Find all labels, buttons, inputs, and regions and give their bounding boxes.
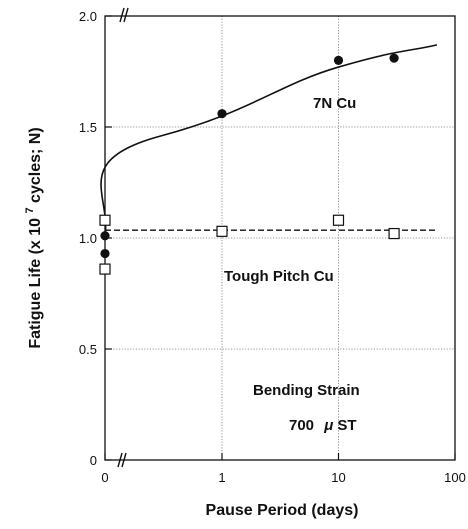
axis-break-top-2 (124, 8, 128, 22)
data-points (100, 54, 399, 274)
fit-line-7n-cu (101, 45, 437, 236)
point-tough-pitch-cu (334, 215, 344, 225)
y-axis-title: Fatigue Life (x 10 7 cycles; N) (20, 127, 44, 348)
fit-curves (101, 45, 437, 236)
axis-break-top-1 (120, 8, 124, 22)
bending-value-mu: μ (323, 417, 333, 434)
bending-value-unit: ST (337, 417, 356, 434)
y-axis-title-exponent: 7 (24, 207, 36, 213)
y-axis-title-suffix: cycles; N) (27, 127, 44, 203)
y-tick-label: 1.0 (79, 231, 97, 246)
y-tick-label: 0.5 (79, 342, 97, 357)
tick-labels: 0 0.5 1.0 1.5 2.0 0 1 10 100 (79, 9, 466, 485)
point-7n-cu (100, 231, 109, 240)
point-tough-pitch-cu (389, 229, 399, 239)
x-tick-label: 0 (101, 470, 108, 485)
y-tick-label: 2.0 (79, 9, 97, 24)
point-tough-pitch-cu (217, 226, 227, 236)
x-tick-label: 1 (218, 470, 225, 485)
point-7n-cu (334, 56, 343, 65)
y-tick-label: 0 (90, 453, 97, 468)
point-7n-cu (100, 249, 109, 258)
annotation-tough-pitch-cu: Tough Pitch Cu (224, 268, 334, 285)
y-tick-label: 1.5 (79, 120, 97, 135)
point-tough-pitch-cu (100, 264, 110, 274)
point-7n-cu (217, 109, 226, 118)
annotation-bending-value: 700 μ ST (289, 417, 357, 434)
bending-value-number: 700 (289, 417, 314, 434)
point-7n-cu (389, 54, 398, 63)
x-tick-label: 100 (444, 470, 466, 485)
point-tough-pitch-cu (100, 215, 110, 225)
annotation-bending-strain: Bending Strain (253, 382, 360, 399)
x-axis-title: Pause Period (days) (206, 502, 359, 519)
y-axis-title-prefix: Fatigue Life (x 10 (27, 218, 44, 349)
x-tick-label: 10 (331, 470, 345, 485)
annotation-7n-cu: 7N Cu (313, 95, 356, 112)
axis-break-marks (118, 8, 128, 467)
